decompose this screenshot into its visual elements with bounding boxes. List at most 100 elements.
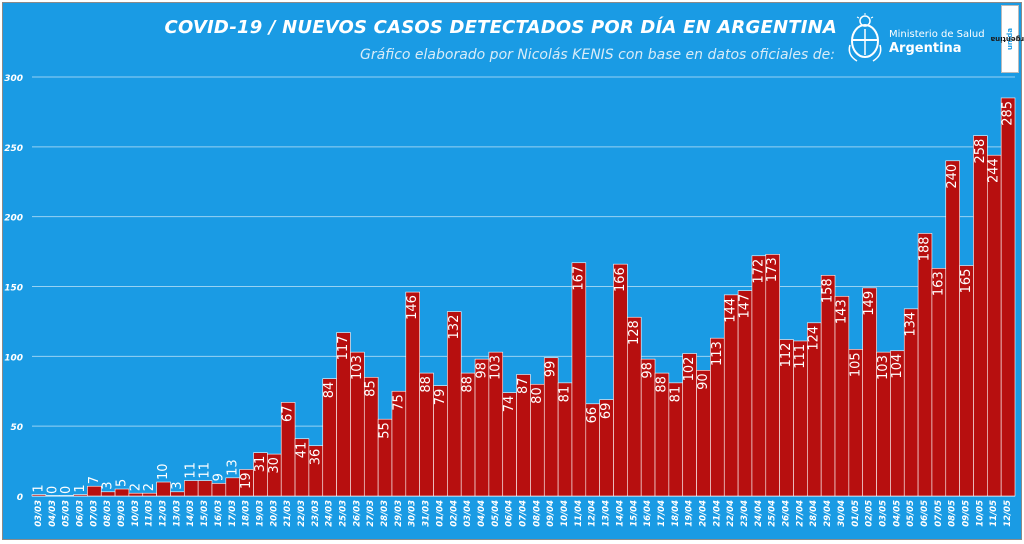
bar xyxy=(917,233,933,497)
bar-value-label: 124 xyxy=(807,326,822,351)
bar-value-label: 11 xyxy=(184,462,199,479)
bar xyxy=(820,275,836,497)
bar-value-label: 3 xyxy=(101,482,116,490)
bar-value-label: 172 xyxy=(751,259,766,284)
x-tick-label: 25/04 xyxy=(768,500,778,527)
bar-value-label: 41 xyxy=(294,442,309,459)
bar-value-label: 74 xyxy=(502,396,517,413)
x-tick-label: 18/03 xyxy=(242,500,252,527)
bar-value-label: 165 xyxy=(959,269,974,294)
bar-value-label: 99 xyxy=(544,361,559,378)
x-tick-label: 22/04 xyxy=(726,500,736,527)
bar-value-label: 13 xyxy=(225,459,240,476)
bar-value-label: 147 xyxy=(738,294,753,319)
bar xyxy=(945,160,960,497)
x-tick-label: 12/05 xyxy=(1003,500,1013,527)
bar-value-label: 81 xyxy=(558,386,573,403)
x-tick-label: 04/03 xyxy=(48,500,58,527)
x-tick-label: 01/05 xyxy=(851,500,861,527)
x-tick-label: 18/04 xyxy=(671,500,681,527)
bar-value-label: 1 xyxy=(31,484,46,492)
x-tick-label: 14/04 xyxy=(615,500,625,527)
x-axis-ticks: 03/03 04/03 05/03 06/03 07/03 08/03 09/03 10/03… xyxy=(34,500,1013,527)
country-name: Argentina xyxy=(889,41,962,56)
x-tick-label: 04/05 xyxy=(892,500,902,527)
bar-value-label: 19 xyxy=(239,472,254,489)
bar-value-label: 5 xyxy=(114,479,129,487)
x-tick-label: 23/03 xyxy=(311,500,321,527)
bar xyxy=(197,480,213,497)
y-tick-label: 250 xyxy=(4,144,23,154)
bar xyxy=(45,495,60,497)
bar xyxy=(225,477,240,497)
x-tick-label: 27/04 xyxy=(795,500,805,527)
x-tick-label: 26/03 xyxy=(352,500,362,527)
x-tick-label: 23/04 xyxy=(740,500,750,527)
bar-value-label: 167 xyxy=(571,266,586,291)
bar xyxy=(211,483,227,497)
bar-value-label: 31 xyxy=(253,456,268,473)
bar xyxy=(834,295,850,497)
bar-value-label: 9 xyxy=(211,473,226,481)
bar xyxy=(723,294,739,497)
bar-value-label: 112 xyxy=(779,343,794,368)
x-tick-label: 03/03 xyxy=(34,500,44,527)
bar-value-label: 1 xyxy=(73,484,88,492)
x-tick-label: 11/03 xyxy=(145,500,155,527)
bar-value-label: 98 xyxy=(474,362,489,379)
x-tick-label: 01/04 xyxy=(435,500,445,527)
bar xyxy=(987,154,1002,497)
x-tick-label: 15/03 xyxy=(200,500,210,527)
x-tick-label: 12/03 xyxy=(159,500,169,527)
bar xyxy=(959,265,974,497)
y-tick-label: 0 xyxy=(17,493,23,503)
x-tick-label: 06/05 xyxy=(920,500,930,527)
x-tick-label: 21/03 xyxy=(283,500,293,527)
bar-value-label: 69 xyxy=(599,403,614,420)
bar-value-label: 158 xyxy=(821,278,836,303)
bar-value-label: 103 xyxy=(350,355,365,380)
y-tick-label: 200 xyxy=(4,214,23,224)
x-tick-label: 04/04 xyxy=(477,500,487,527)
bar xyxy=(73,494,88,497)
x-tick-label: 16/03 xyxy=(214,500,224,527)
bar xyxy=(59,495,74,497)
bar-value-label: 188 xyxy=(918,236,933,261)
bar-value-label: 143 xyxy=(834,299,849,324)
bar-value-label: 55 xyxy=(378,422,393,439)
ministry-name: Ministerio de Salud xyxy=(889,29,985,40)
bar xyxy=(114,488,130,497)
bar-value-label: 88 xyxy=(654,376,669,393)
bar-value-label: 134 xyxy=(904,312,919,337)
bar xyxy=(405,291,420,497)
x-tick-label: 05/03 xyxy=(62,500,72,527)
bar-value-label: 240 xyxy=(945,164,960,189)
x-tick-label: 06/04 xyxy=(505,500,515,527)
bars xyxy=(31,97,1016,497)
bar-value-label: 103 xyxy=(488,355,503,380)
bar-value-label: 105 xyxy=(848,352,863,377)
x-tick-label: 13/04 xyxy=(602,500,612,527)
bar-value-label: 80 xyxy=(530,387,545,404)
bar-value-label: 88 xyxy=(461,376,476,393)
bar-value-label: 79 xyxy=(433,389,448,406)
bar-value-label: 67 xyxy=(281,405,296,422)
x-tick-label: 06/03 xyxy=(75,500,85,527)
bar-value-label: 285 xyxy=(1001,101,1016,126)
bar-value-label: 88 xyxy=(419,376,434,393)
x-tick-label: 15/04 xyxy=(629,500,639,527)
bar xyxy=(128,492,144,497)
x-tick-label: 05/05 xyxy=(906,500,916,527)
chart-subtitle: Gráfico elaborado por Nicolás KENIS con … xyxy=(359,47,835,63)
bar-value-label: 30 xyxy=(267,457,282,474)
bar xyxy=(751,255,767,497)
x-tick-label: 10/05 xyxy=(975,500,985,527)
x-tick-label: 11/04 xyxy=(574,500,584,527)
bar-value-label: 84 xyxy=(322,382,337,399)
ministry-logo: Ministerio de Salud Argentina xyxy=(845,11,995,67)
bar xyxy=(142,492,157,497)
bar xyxy=(100,491,116,497)
x-tick-label: 13/03 xyxy=(172,500,182,527)
bar-value-label: 258 xyxy=(973,139,988,164)
